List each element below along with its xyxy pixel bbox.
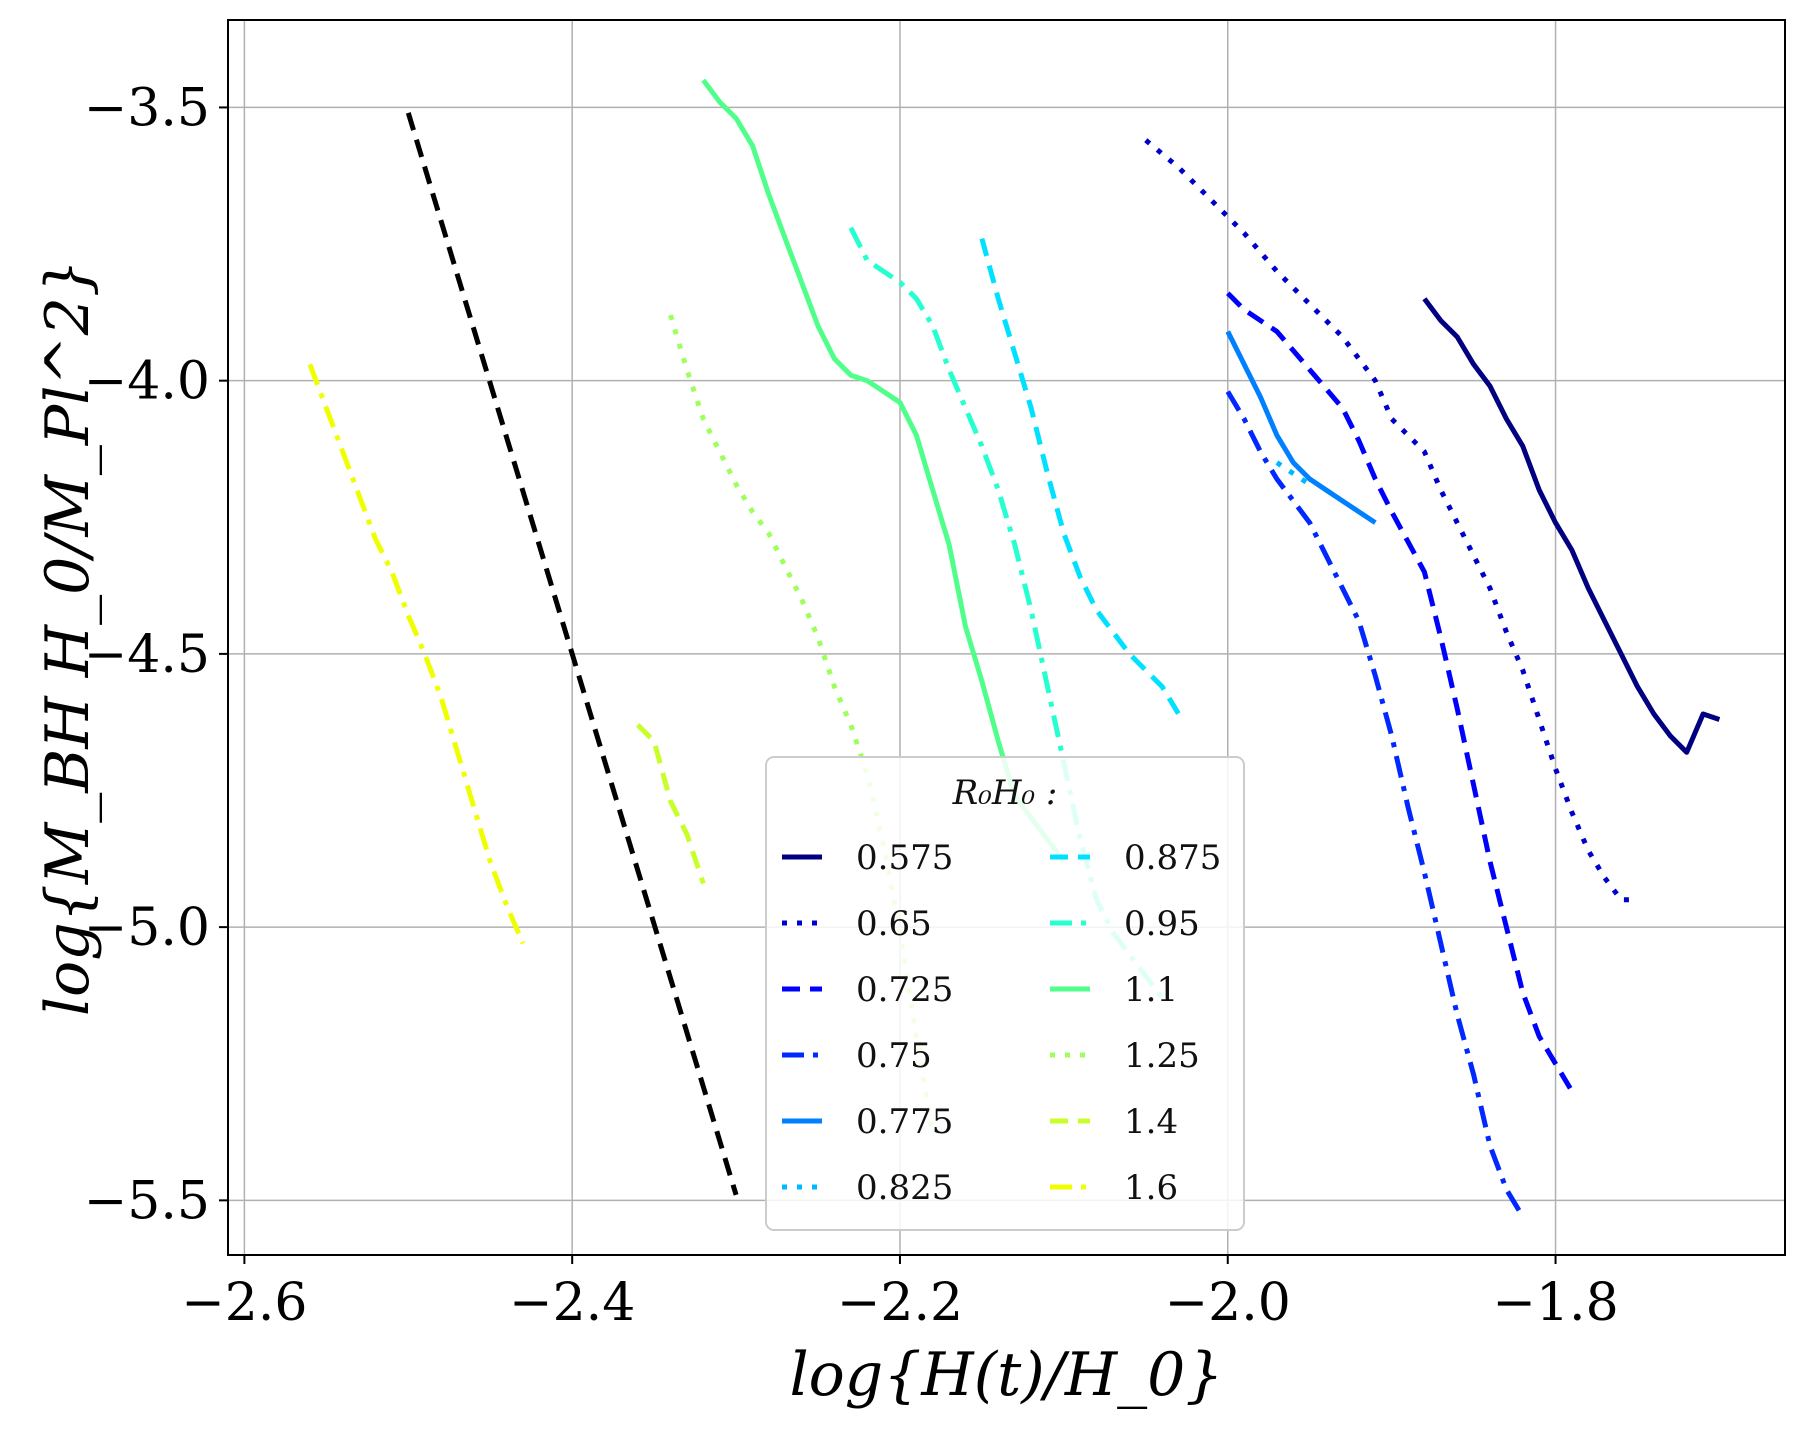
legend-label: 0.575 [856,838,953,878]
legend-label: 1.25 [1124,1036,1200,1076]
chart: −2.6 −2.4 −2.2 −2.0 −1.8−3.5−4.0−4.5−5.0−5.5… [0,0,1797,1447]
legend-label: 0.95 [1124,904,1200,944]
legend-label: 0.725 [856,970,953,1010]
legend-label: 1.6 [1124,1168,1178,1208]
legend-label: 1.1 [1124,970,1178,1010]
series-line-0-725 [1228,293,1572,1091]
series-line-1-4 [638,725,704,884]
y-tick-label: −3.5 [84,78,210,138]
series-line-0-575 [1424,299,1719,753]
series-line-0-75 [1228,392,1523,1217]
x-tick-label: −2.6 [181,1273,307,1333]
legend-label: 0.825 [856,1168,953,1208]
legend: R₀H₀ : 0.575 0.65 0.725 0.75 0.775 0.825 0.875 0… [766,757,1244,1230]
x-tick-label: −2.4 [509,1273,635,1333]
legend-label: 0.875 [1124,838,1221,878]
series-line-1-1 [703,80,1064,861]
x-axis-label: log{H(t)/H_0} [789,1340,1223,1410]
legend-title: R₀H₀ : [952,773,1058,813]
x-tick-label: −2.2 [837,1273,963,1333]
legend-label: 0.775 [856,1102,953,1142]
legend-label: 0.65 [856,904,932,944]
x-tick-label: −1.8 [1492,1273,1618,1333]
y-axis-label: log{M_BH H_0/M_Pl^2} [33,259,103,1016]
y-tick-label: −5.5 [84,1171,210,1231]
legend-label: 0.75 [856,1036,932,1076]
series-line-0-875 [982,239,1179,714]
x-tick-label: −2.0 [1165,1273,1291,1333]
legend-label: 1.4 [1124,1102,1178,1142]
